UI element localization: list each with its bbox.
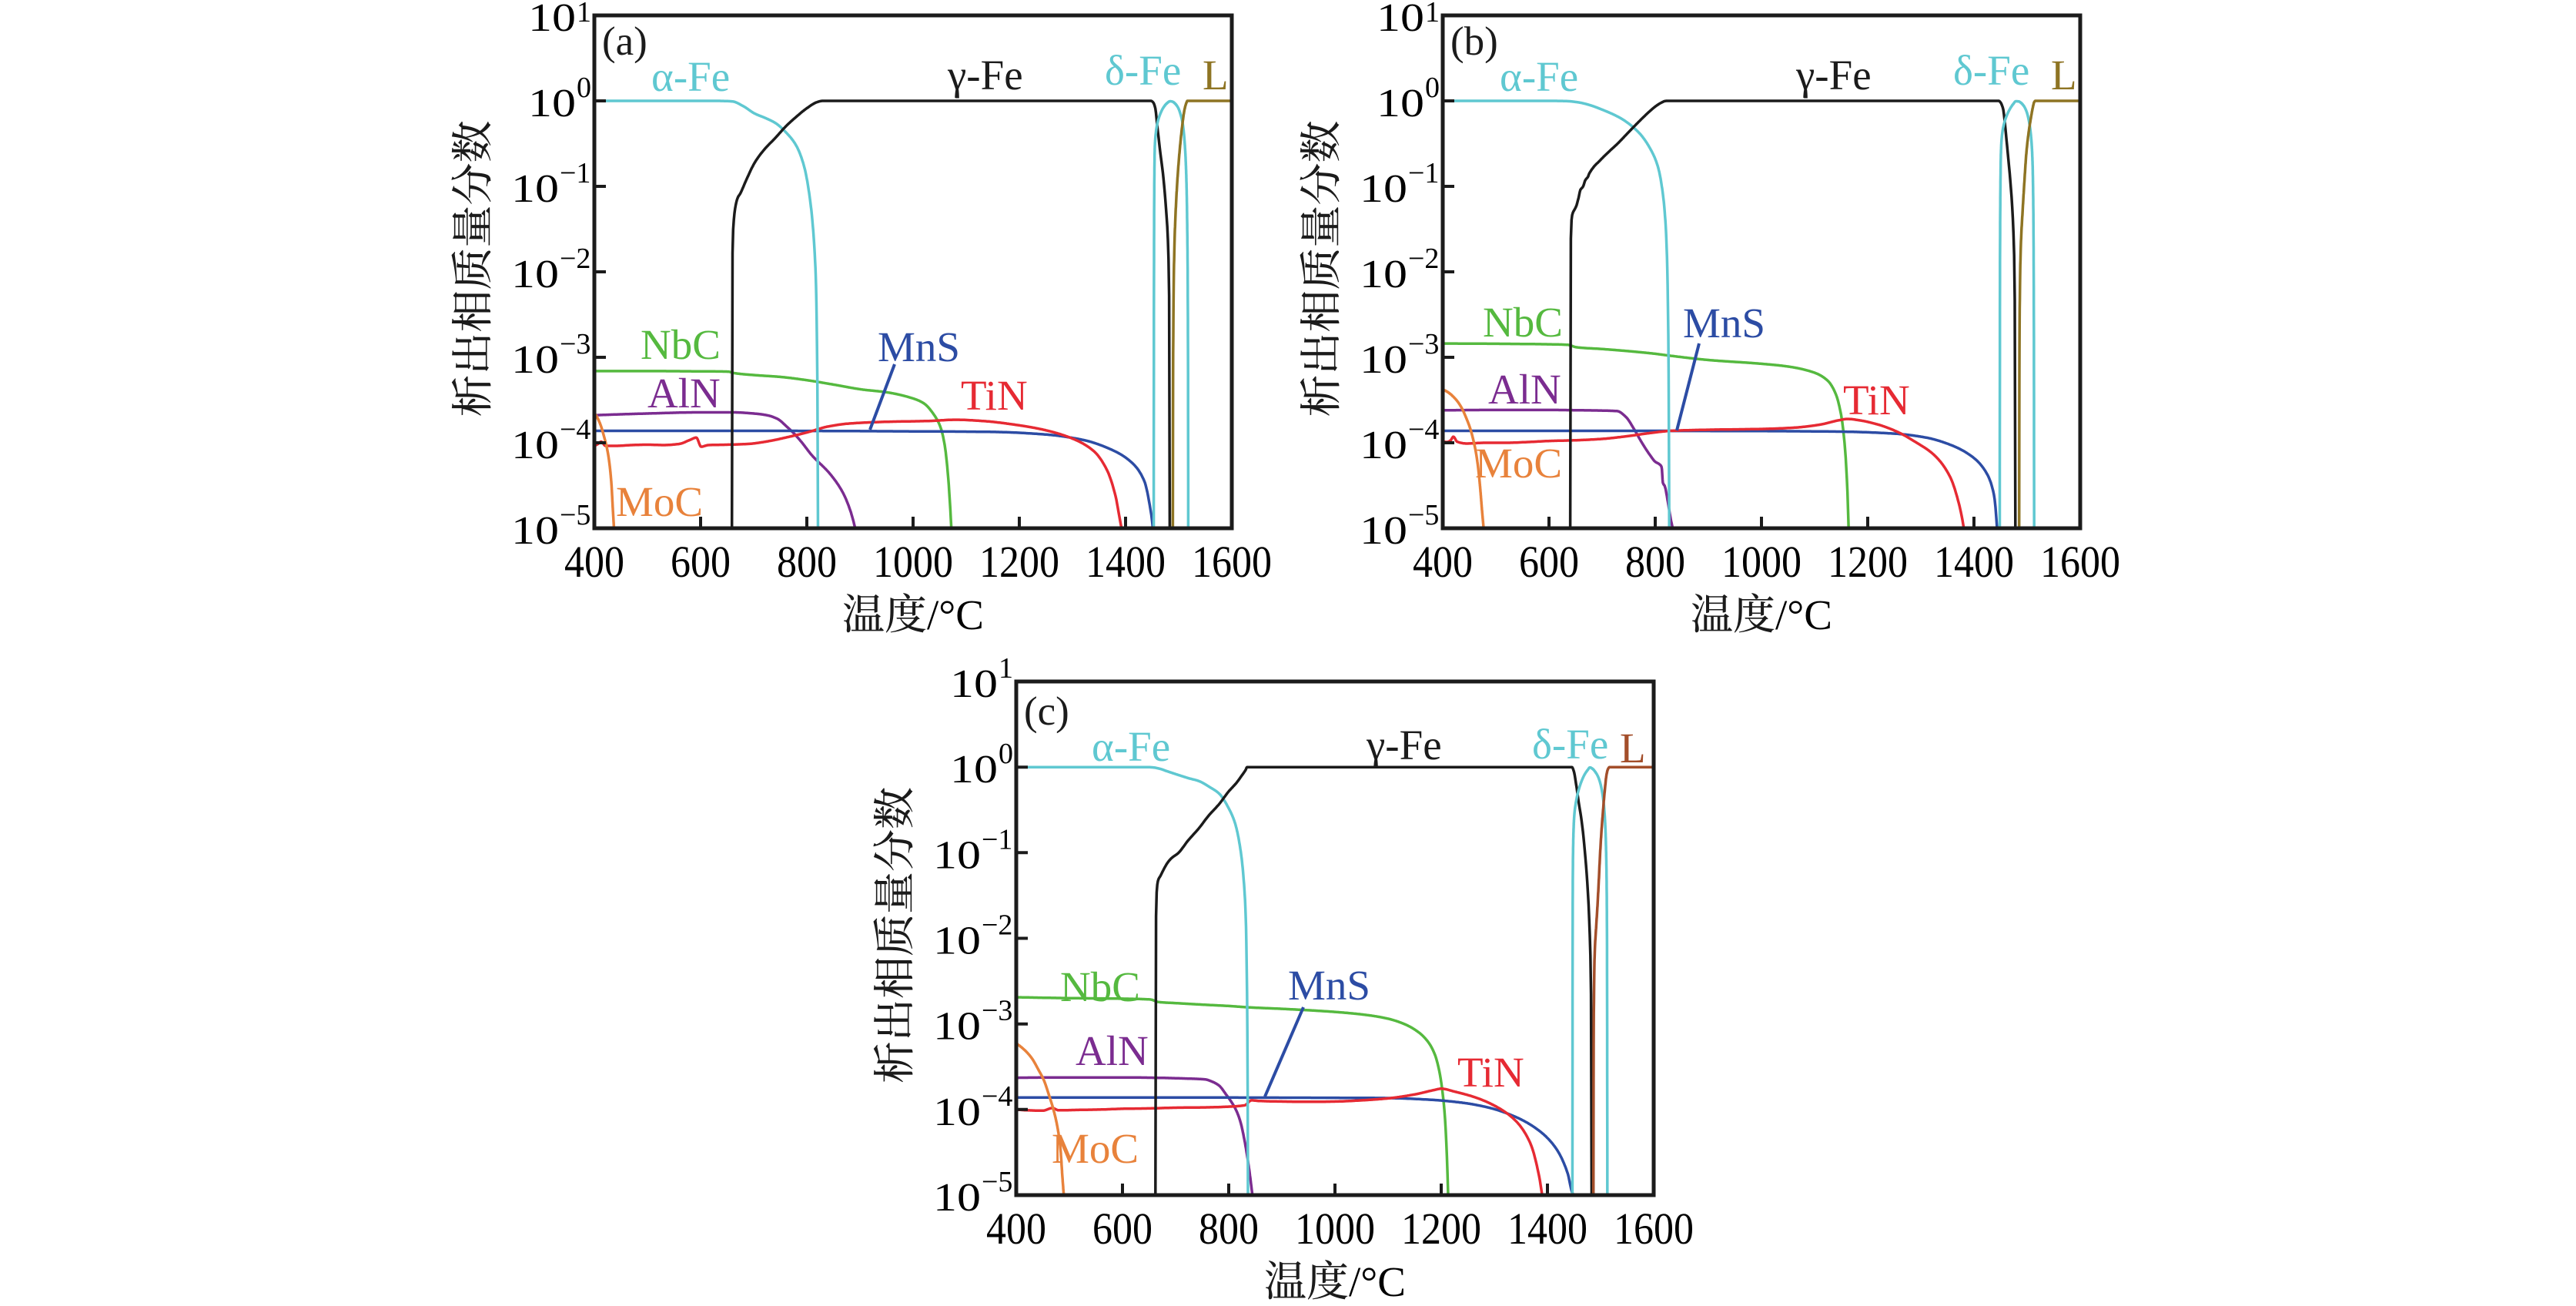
svg-text:10: 10: [511, 509, 559, 553]
svg-text:δ-Fe: δ-Fe: [1105, 47, 1181, 94]
svg-text:−4: −4: [1408, 414, 1439, 446]
svg-text:1: 1: [1425, 0, 1440, 28]
svg-text:−3: −3: [1408, 328, 1439, 360]
svg-text:800: 800: [777, 537, 837, 587]
svg-text:10: 10: [950, 748, 998, 792]
svg-text:10: 10: [1377, 0, 1424, 40]
svg-text:AlN: AlN: [1488, 366, 1561, 413]
svg-text:1200: 1200: [1828, 537, 1908, 587]
svg-text:1600: 1600: [1192, 537, 1272, 587]
svg-text:1400: 1400: [1086, 537, 1166, 587]
svg-text:1400: 1400: [1507, 1204, 1587, 1254]
svg-text:600: 600: [1519, 537, 1579, 587]
svg-text:−1: −1: [560, 157, 590, 189]
svg-text:−4: −4: [982, 1080, 1012, 1113]
svg-text:10: 10: [950, 662, 998, 706]
svg-text:δ-Fe: δ-Fe: [1532, 721, 1608, 768]
svg-text:10: 10: [511, 253, 559, 296]
svg-text:NbC: NbC: [641, 321, 721, 368]
svg-text:γ-Fe: γ-Fe: [1366, 722, 1442, 769]
svg-text:0: 0: [577, 72, 591, 104]
svg-text:AlN: AlN: [1076, 1027, 1149, 1074]
svg-text:10: 10: [1360, 338, 1407, 382]
svg-text:δ-Fe: δ-Fe: [1953, 47, 2029, 94]
svg-text:/°C: /°C: [1349, 1258, 1406, 1305]
svg-text:α-Fe: α-Fe: [1500, 53, 1578, 100]
svg-text:600: 600: [671, 537, 731, 587]
svg-text:1200: 1200: [1401, 1204, 1481, 1254]
svg-text:MoC: MoC: [1475, 440, 1562, 487]
svg-text:10: 10: [1360, 424, 1407, 467]
svg-text:0: 0: [999, 738, 1013, 770]
svg-text:10: 10: [933, 1176, 981, 1220]
svg-text:800: 800: [1625, 537, 1685, 587]
svg-text:10: 10: [933, 1005, 981, 1049]
svg-text:AlN: AlN: [647, 370, 721, 417]
svg-text:400: 400: [564, 537, 624, 587]
svg-text:TiN: TiN: [1457, 1049, 1524, 1096]
svg-text:10: 10: [1360, 167, 1407, 211]
svg-text:0: 0: [1425, 72, 1440, 104]
svg-text:10: 10: [933, 833, 981, 877]
svg-text:−4: −4: [560, 414, 590, 446]
svg-text:/°C: /°C: [927, 591, 984, 638]
svg-text:(c): (c): [1024, 689, 1069, 734]
svg-text:−2: −2: [1408, 243, 1439, 275]
svg-text:TiN: TiN: [961, 372, 1028, 419]
svg-text:10: 10: [511, 338, 559, 382]
svg-text:MnS: MnS: [878, 323, 960, 370]
svg-text:1: 1: [577, 0, 591, 28]
svg-text:800: 800: [1199, 1204, 1259, 1254]
svg-text:MoC: MoC: [616, 478, 703, 525]
svg-text:−3: −3: [982, 995, 1012, 1027]
svg-text:−2: −2: [982, 909, 1012, 942]
svg-text:1600: 1600: [2040, 537, 2120, 587]
svg-text:L: L: [2051, 52, 2077, 99]
svg-text:1000: 1000: [1721, 537, 1802, 587]
svg-text:1600: 1600: [1614, 1204, 1694, 1254]
svg-text:10: 10: [1360, 509, 1407, 553]
svg-text:10: 10: [511, 424, 559, 467]
svg-text:(b): (b): [1450, 19, 1498, 64]
svg-text:1200: 1200: [979, 537, 1059, 587]
svg-text:NbC: NbC: [1483, 299, 1563, 346]
svg-text:600: 600: [1092, 1204, 1153, 1254]
svg-text:MnS: MnS: [1288, 962, 1370, 1009]
svg-text:−5: −5: [1408, 499, 1439, 531]
svg-text:MnS: MnS: [1683, 300, 1765, 347]
svg-text:α-Fe: α-Fe: [1092, 723, 1170, 770]
svg-text:10: 10: [933, 1090, 981, 1134]
svg-text:−5: −5: [982, 1166, 1012, 1198]
svg-text:10: 10: [528, 0, 576, 40]
svg-text:γ-Fe: γ-Fe: [947, 52, 1023, 99]
svg-text:10: 10: [1377, 82, 1424, 126]
svg-text:MoC: MoC: [1052, 1125, 1139, 1172]
svg-text:TiN: TiN: [1843, 377, 1910, 424]
svg-text:L: L: [1203, 52, 1229, 99]
svg-text:−1: −1: [1408, 157, 1439, 189]
svg-text:1400: 1400: [1934, 537, 2014, 587]
svg-text:−2: −2: [560, 243, 590, 275]
svg-text:α-Fe: α-Fe: [651, 53, 730, 100]
svg-text:L: L: [1620, 725, 1646, 772]
svg-text:1000: 1000: [1295, 1204, 1375, 1254]
svg-text:1: 1: [999, 652, 1013, 685]
svg-text:−5: −5: [560, 499, 590, 531]
svg-text:NbC: NbC: [1060, 963, 1140, 1010]
svg-text:1000: 1000: [873, 537, 953, 587]
svg-text:γ-Fe: γ-Fe: [1795, 52, 1872, 99]
svg-text:400: 400: [1413, 537, 1473, 587]
svg-text:10: 10: [933, 919, 981, 963]
svg-text:400: 400: [986, 1204, 1046, 1254]
svg-text:10: 10: [1360, 253, 1407, 296]
svg-text:/°C: /°C: [1775, 591, 1832, 638]
svg-text:−3: −3: [560, 328, 590, 360]
svg-text:10: 10: [511, 167, 559, 211]
svg-text:−1: −1: [982, 823, 1012, 856]
svg-text:10: 10: [528, 82, 576, 126]
svg-text:(a): (a): [602, 19, 647, 64]
